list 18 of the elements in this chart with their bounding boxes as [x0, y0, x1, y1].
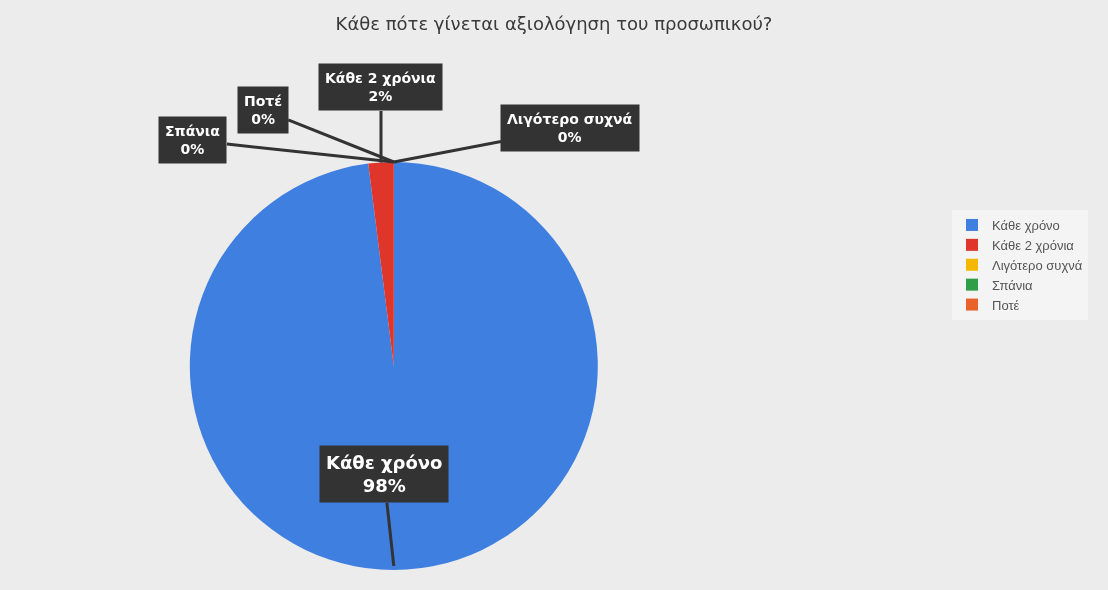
- category-label: Σπάνια: [165, 123, 220, 139]
- pie-slice: [189, 162, 598, 570]
- text: 0%: [180, 141, 205, 158]
- text: 0%: [251, 111, 275, 128]
- legend-label: Σπάνια: [992, 277, 1034, 293]
- slice-label: Κάθε χρόνο: [326, 452, 443, 473]
- legend-label: Ποτέ: [992, 297, 1020, 313]
- legend-label: Κάθε 2 χρόνια: [992, 237, 1075, 253]
- category-label: Ποτέ: [244, 93, 283, 109]
- category-label: Λιγότερο συχνά: [507, 111, 633, 127]
- legend-label: Λιγότερο συχνά: [992, 257, 1083, 273]
- text: 0%: [557, 129, 582, 146]
- chart-title: Κάθε πότε γίνεται αξιολόγηση του προσωπικού?: [335, 13, 773, 35]
- data-label: 2%: [368, 88, 393, 105]
- legend-label: Κάθε χρόνο: [992, 218, 1060, 234]
- data-label: 98%: [362, 475, 406, 497]
- slice-label: Κάθε 2 χρόνια: [325, 70, 437, 86]
- pie-slice: [368, 162, 394, 366]
